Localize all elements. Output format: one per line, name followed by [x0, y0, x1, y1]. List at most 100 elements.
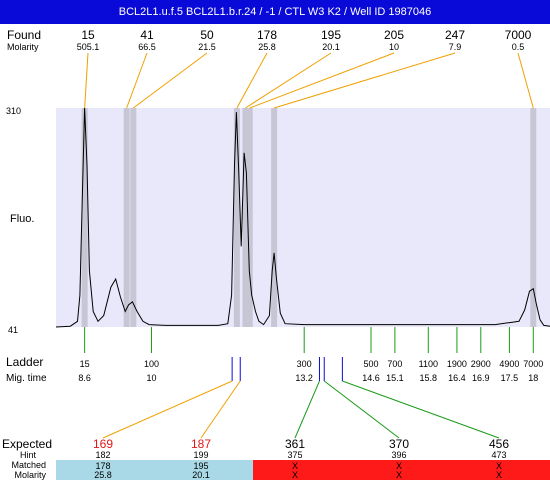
y-tick-max: 310 [6, 106, 21, 116]
matched-missing-background [253, 460, 550, 480]
found-molarity: 66.5 [138, 42, 156, 52]
expected-size: 370 [389, 437, 409, 451]
report-title: BCL2L1.u.f.5 BCL2L1.b.r.24 / -1 / CTL W3… [0, 0, 550, 24]
found-molarity: 7.9 [449, 42, 462, 52]
found-molarity: 20.1 [322, 42, 340, 52]
ladder-time: 15.1 [386, 373, 404, 383]
found-molarity: 0.5 [512, 42, 525, 52]
expected-size: 169 [93, 437, 113, 451]
ladder-size: 500 [363, 359, 378, 369]
found-size: 205 [384, 28, 404, 42]
found-band [530, 108, 537, 327]
matched-label: Matched [11, 460, 46, 470]
ladder-size: 1100 [419, 359, 438, 369]
hint-label: Hint [20, 450, 37, 460]
expected-connector [323, 380, 400, 439]
found-connector [517, 52, 534, 109]
expected-size: 187 [191, 437, 211, 451]
ladder-label: Ladder [6, 355, 43, 369]
molarity-header-label: Molarity [7, 42, 39, 52]
expected-hint: 199 [193, 450, 208, 460]
found-size: 7000 [505, 28, 532, 42]
matched-ok-background [56, 460, 253, 480]
expected-molarity: X [496, 470, 502, 480]
found-size: 247 [445, 28, 465, 42]
fluorescence-trace [55, 107, 550, 328]
ladder-size: 2900 [471, 359, 491, 369]
ladder-size: 300 [297, 359, 312, 369]
found-connector [245, 52, 332, 109]
plot-area [56, 108, 550, 327]
expected-matched: X [496, 461, 502, 471]
found-band [242, 108, 249, 327]
expected-hint: 473 [491, 450, 506, 460]
found-peak-bands [81, 108, 537, 327]
expected-matched: X [292, 461, 298, 471]
ladder-size: 100 [144, 359, 159, 369]
expected-matched: 195 [193, 461, 208, 471]
expected-matched: 178 [95, 461, 110, 471]
expected-matched: X [396, 461, 402, 471]
found-connector [236, 52, 268, 109]
expected-hint: 182 [95, 450, 110, 460]
expected-size: 361 [285, 437, 305, 451]
found-connector [273, 52, 456, 109]
ladder-markers: 15 8.6 100 10 300 13.2 500 14.6 700 15.1 1100 15.8 1… [78, 327, 543, 383]
ladder-time: 15.8 [420, 373, 438, 383]
found-band [233, 108, 240, 327]
found-size: 15 [81, 28, 95, 42]
expected-hint: 375 [287, 450, 302, 460]
found-connector [126, 52, 148, 109]
found-size: 178 [257, 28, 277, 42]
found-band [123, 108, 130, 327]
expected-label: Expected [2, 437, 52, 451]
ladder-time: 14.6 [362, 373, 380, 383]
expected-connector [102, 380, 233, 439]
ladder-size: 15 [80, 359, 90, 369]
molarity-row-label: Molarity [14, 470, 46, 480]
ladder-time: 18 [528, 373, 538, 383]
y-tick-min: 41 [8, 325, 18, 335]
found-size: 50 [200, 28, 214, 42]
ladder-time: 16.9 [472, 373, 490, 383]
expected-molarity: 25.8 [94, 470, 112, 480]
found-molarity: 505.1 [77, 42, 100, 52]
expected-connector [342, 380, 500, 439]
ladder-size: 7000 [523, 359, 543, 369]
ladder-time: 8.6 [78, 373, 91, 383]
found-molarity: 25.8 [258, 42, 276, 52]
mig-time-label: Mig. time [6, 373, 47, 384]
found-band [271, 108, 278, 327]
found-connector [84, 52, 89, 109]
found-molarity: 21.5 [198, 42, 216, 52]
expected-markers [102, 357, 500, 439]
expected-hint: 396 [391, 450, 406, 460]
found-connector-lines [84, 52, 534, 109]
ladder-size: 4900 [499, 359, 519, 369]
found-size: 195 [321, 28, 341, 42]
found-size: 41 [140, 28, 154, 42]
expected-size: 456 [489, 437, 509, 451]
ladder-time: 13.2 [295, 373, 313, 383]
found-connector [133, 52, 208, 109]
found-connector [249, 52, 395, 109]
ladder-time: 16.4 [448, 373, 466, 383]
found-band [246, 108, 253, 327]
found-band [81, 108, 88, 327]
expected-connector [200, 380, 241, 439]
expected-connector [294, 380, 320, 439]
found-molarity: 10 [389, 42, 399, 52]
ladder-time: 10 [146, 373, 156, 383]
y-axis-label: Fluo. [10, 213, 34, 225]
expected-molarity: 20.1 [192, 470, 210, 480]
ladder-size: 700 [387, 359, 402, 369]
ladder-size: 1900 [447, 359, 467, 369]
ladder-time: 17.5 [501, 373, 519, 383]
found-label: Found [7, 28, 41, 42]
expected-molarity: X [292, 470, 298, 480]
found-band [130, 108, 137, 327]
